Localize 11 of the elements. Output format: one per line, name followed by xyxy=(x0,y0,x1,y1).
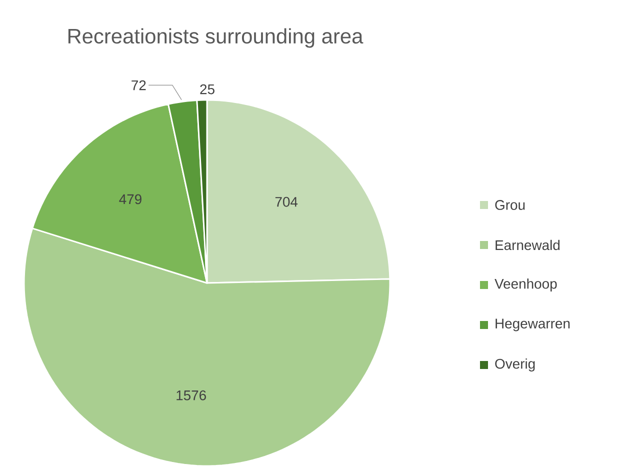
legend-label: Veenhoop xyxy=(494,278,557,292)
legend-label: Grou xyxy=(495,200,525,210)
legend-label: Overig xyxy=(495,358,535,372)
legend-label: Earnewald xyxy=(496,240,560,250)
data-label: 72 xyxy=(132,80,146,90)
legend-label: Hegewarren xyxy=(496,318,570,332)
chart-title: Recreationists surrounding area xyxy=(68,28,364,48)
data-label: 1576 xyxy=(176,390,206,400)
data-label: 704 xyxy=(275,197,298,207)
data-label: 479 xyxy=(119,194,142,204)
data-label: 25 xyxy=(200,84,214,94)
